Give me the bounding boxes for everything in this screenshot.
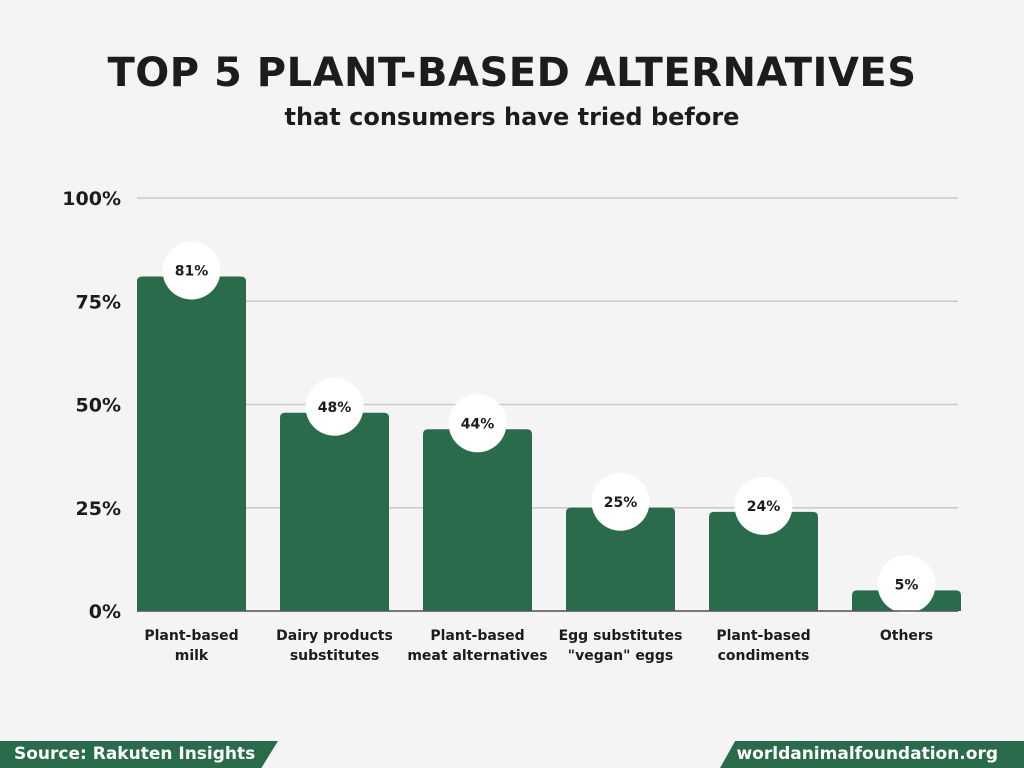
value-bubble <box>591 472 650 531</box>
x-tick-label: Dairy products <box>276 628 393 644</box>
x-tick-label: Plant-based <box>716 628 810 644</box>
value-bubble <box>734 476 793 535</box>
value-bubble <box>877 555 936 614</box>
x-tick-label: "vegan" eggs <box>568 648 673 664</box>
bar <box>709 511 818 611</box>
x-tick-label: Plant-based <box>144 628 238 644</box>
x-tick-label: Plant-based <box>430 628 524 644</box>
x-tick-label: milk <box>175 648 209 664</box>
y-tick-label: 75% <box>76 291 121 313</box>
value-bubble <box>448 394 507 453</box>
bar <box>280 412 389 611</box>
data-label: 48% <box>318 400 352 416</box>
data-label: 81% <box>175 263 209 279</box>
chart-title: TOP 5 PLANT-BASED ALTERNATIVES <box>107 50 917 96</box>
y-tick-label: 25% <box>76 498 121 520</box>
bar <box>566 507 675 611</box>
chart-subtitle: that consumers have tried before <box>284 103 740 131</box>
data-label: 24% <box>747 499 781 515</box>
x-tick-label: Others <box>880 628 933 644</box>
website-label: worldanimalfoundation.org <box>720 741 1024 768</box>
x-tick-label: meat alternatives <box>407 648 547 664</box>
value-bubble <box>162 241 221 300</box>
y-tick-label: 100% <box>62 188 121 210</box>
y-tick-label: 50% <box>76 395 121 417</box>
bar <box>137 276 246 611</box>
x-tick-label: substitutes <box>290 648 379 664</box>
value-bubble <box>305 377 364 436</box>
data-label: 25% <box>604 495 638 511</box>
source-label: Source: Rakuten Insights <box>0 741 278 768</box>
y-tick-label: 0% <box>89 601 121 623</box>
data-label: 44% <box>461 416 495 432</box>
bar <box>423 429 532 611</box>
x-tick-label: Egg substitutes <box>559 628 683 644</box>
x-tick-label: condiments <box>718 648 810 664</box>
data-label: 5% <box>895 577 919 593</box>
